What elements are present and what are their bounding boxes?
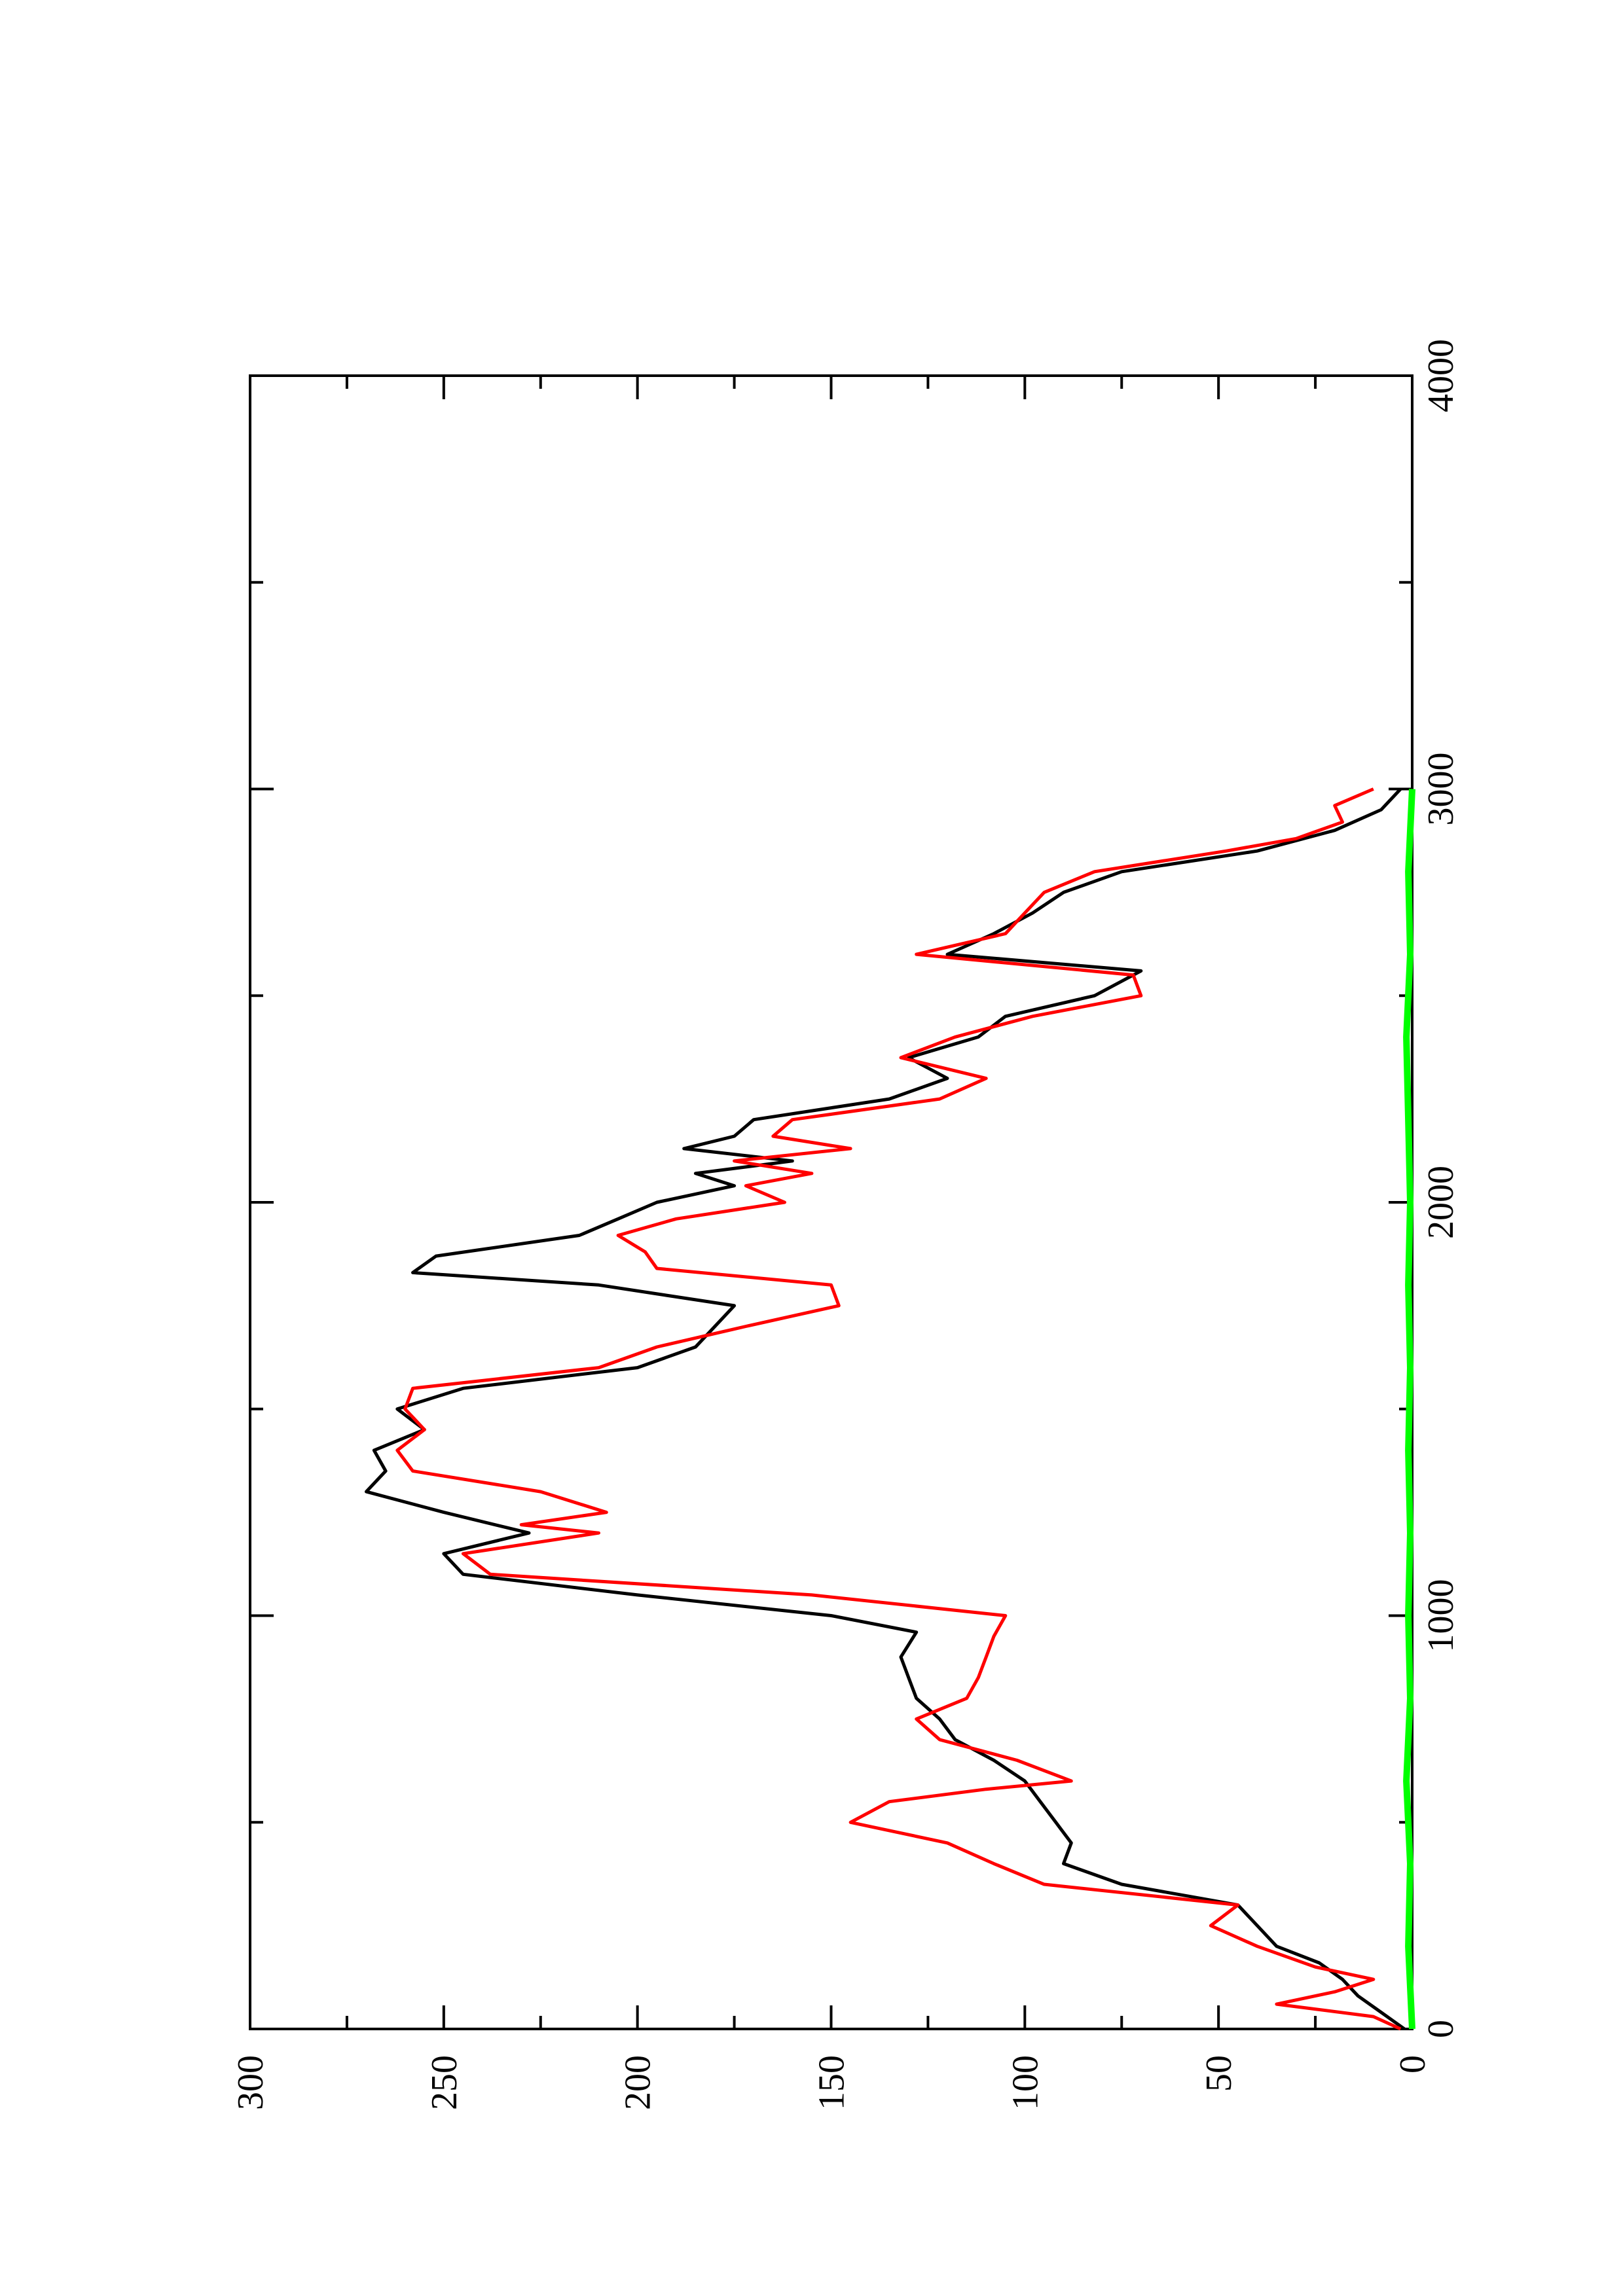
series-line [365,787,1406,2031]
y-tick-label: 300 [230,2055,271,2110]
y-tick-label: 150 [812,2055,852,2110]
y-tick-label: 200 [618,2055,659,2110]
y-tick-label: 0 [1393,2055,1433,2073]
series-line [395,787,1402,2031]
axis-ticks [249,374,1413,2030]
plot-frame [249,374,1413,2030]
x-tick-label: 1000 [1421,1579,1461,1653]
x-tick-label: 2000 [1421,1166,1461,1239]
y-tick-label: 100 [1005,2055,1046,2110]
y-tick-label: 250 [424,2055,465,2110]
x-tick-label: 3000 [1421,753,1461,826]
series-line [1403,789,1415,2030]
y-tick-label: 50 [1199,2055,1239,2092]
x-tick-label: 0 [1421,2020,1461,2038]
series-layer [365,787,1415,2031]
tick-labels: 0 1000 2000 3000 4000 0 50 100 150 200 250 300 [230,339,1461,2110]
x-tick-label: 4000 [1421,339,1461,412]
